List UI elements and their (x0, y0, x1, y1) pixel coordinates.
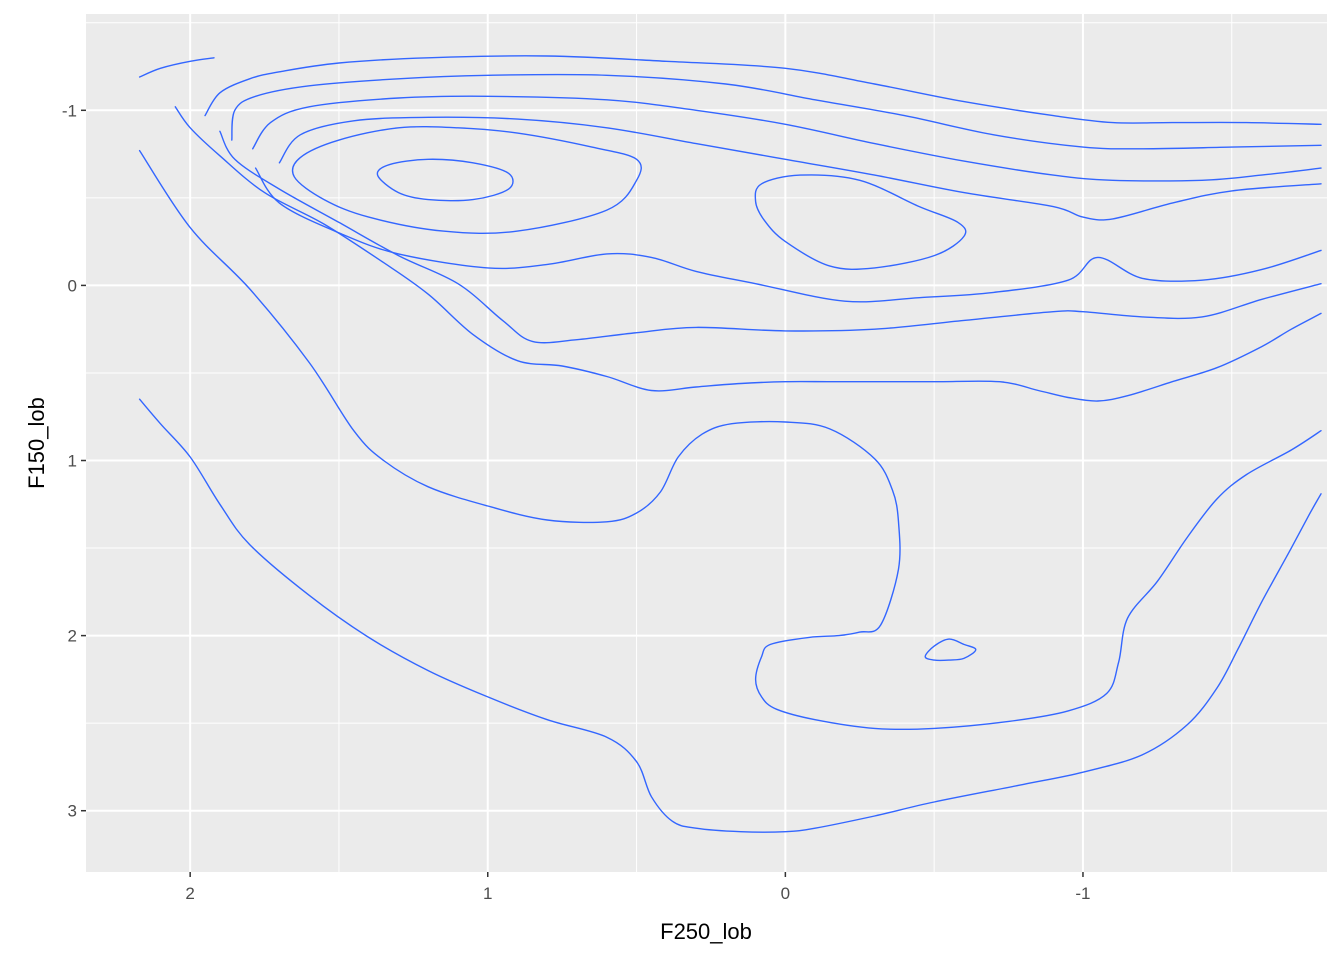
y-tick-label: 3 (68, 802, 77, 821)
contour-line (138, 398, 1322, 833)
contour-line (754, 174, 967, 270)
contour-lines (138, 55, 1322, 833)
y-axis-title: F150_lob (24, 397, 49, 489)
major-grid (86, 14, 1327, 872)
contour-line (138, 149, 1322, 731)
y-tick-label: -1 (62, 101, 77, 120)
contour-line (204, 55, 1322, 125)
y-axis: -1 0 1 2 3 (62, 101, 86, 821)
x-tick-label: 2 (185, 884, 194, 903)
x-axis-title: F250_lob (660, 919, 752, 944)
contour-line (291, 125, 642, 235)
plot-panel (86, 14, 1327, 872)
contour-line (376, 158, 514, 202)
y-tick-label: 2 (68, 627, 77, 646)
contour-line (254, 167, 1322, 303)
contour-line (924, 638, 977, 662)
x-tick-label: 1 (483, 884, 492, 903)
contour-line (174, 106, 1322, 402)
minor-grid (86, 14, 1327, 872)
contour-line (252, 95, 1322, 182)
contour-line (219, 130, 1322, 344)
contour-line (231, 73, 1322, 150)
contour-line (138, 57, 215, 78)
contour-line (278, 116, 1322, 221)
x-axis: 2 1 0 -1 (185, 872, 1091, 903)
y-tick-label: 1 (68, 452, 77, 471)
x-tick-label: 0 (781, 884, 790, 903)
y-tick-label: 0 (68, 276, 77, 295)
x-tick-label: -1 (1075, 884, 1090, 903)
